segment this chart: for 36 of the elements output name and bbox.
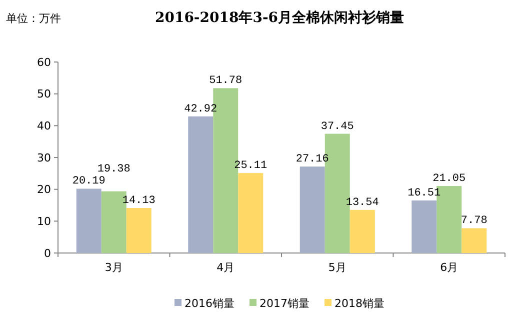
bar xyxy=(188,116,214,253)
y-tick-label: 40 xyxy=(37,120,51,133)
data-label: 20.19 xyxy=(72,176,106,188)
x-tick-label: 6月 xyxy=(440,261,458,274)
text: 单位：万件 xyxy=(6,12,61,25)
bar xyxy=(238,173,264,253)
y-tick-label: 50 xyxy=(37,88,51,101)
bar xyxy=(412,200,437,253)
y-tick-label: 10 xyxy=(37,215,51,228)
chart-title: 2016-2018年3-6月全棉休闲衬衫销量 xyxy=(154,10,404,26)
data-label: 21.05 xyxy=(432,172,466,185)
legend-label: 2016销量 xyxy=(184,296,234,310)
x-tick-label: 5月 xyxy=(328,261,346,274)
x-tick-label: 4月 xyxy=(216,261,235,274)
data-label: 14.13 xyxy=(122,195,156,208)
bar xyxy=(76,188,102,253)
y-tick-label: 20 xyxy=(37,183,51,196)
bar xyxy=(350,210,375,253)
data-label: 16.51 xyxy=(408,187,442,200)
y-tick-label: 0 xyxy=(44,246,51,260)
bar xyxy=(300,166,325,253)
data-label: 25.11 xyxy=(234,160,268,172)
bar xyxy=(126,208,152,253)
data-label: 37.45 xyxy=(320,120,354,133)
data-label: 27.16 xyxy=(296,154,329,166)
data-label: 7.78 xyxy=(460,215,488,228)
bar xyxy=(462,228,487,253)
legend-label: 2017销量 xyxy=(260,296,310,310)
legend-label: 2018销量 xyxy=(334,296,384,310)
data-label: 42.92 xyxy=(184,103,218,116)
data-label: 19.38 xyxy=(97,164,130,176)
data-label: 13.54 xyxy=(346,196,380,209)
data-label: 51.78 xyxy=(209,75,242,88)
y-tick-label: 30 xyxy=(37,151,51,164)
y-tick-label: 60 xyxy=(37,56,51,69)
x-tick-label: 3月 xyxy=(104,261,123,274)
